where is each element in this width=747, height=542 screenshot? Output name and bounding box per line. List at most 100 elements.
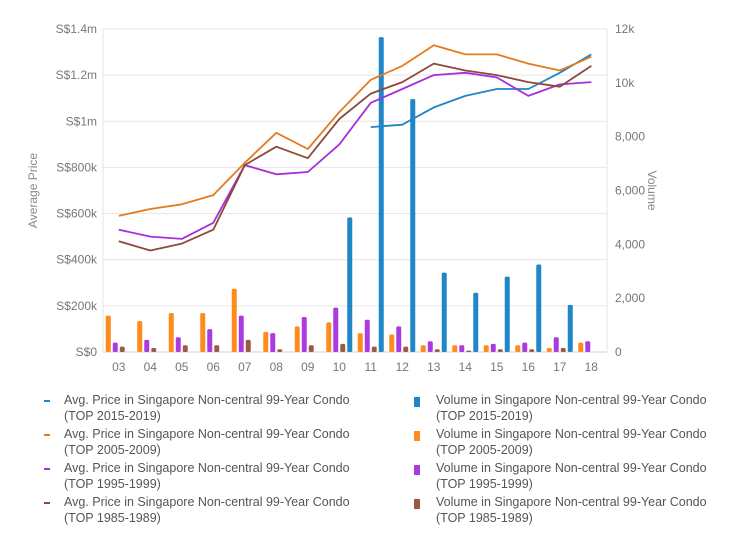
x-tick-label: 14 [459,360,473,374]
volume-bar [200,312,206,352]
volume-bar [515,345,521,352]
volume-bar [483,345,489,352]
legend-line-swatch [44,502,50,504]
volume-bar [536,264,542,352]
volume-bar [151,347,157,352]
volume-bar [459,345,465,352]
x-tick-label: 03 [112,360,126,374]
y-right-tick-label: 0 [615,345,622,359]
volume-bar [245,339,251,352]
volume-bar [294,326,300,352]
legend-item[interactable]: Volume in Singapore Non-central 99-Year … [410,392,740,424]
volume-bar [567,304,573,352]
volume-bar [473,292,479,352]
volume-bar [560,347,566,352]
legend-label: Avg. Price in Singapore Non-central 99-Y… [64,461,350,491]
volume-bar [371,346,377,352]
y-right-axis-title: Volume [645,170,659,210]
x-tick-label: 05 [175,360,189,374]
volume-bar [427,341,433,352]
y-left-tick-label: S$0 [76,345,98,359]
volume-bar [553,337,559,352]
volume-bar [357,333,363,352]
x-tick-label: 16 [522,360,536,374]
y-right-tick-label: 4,000 [615,237,645,251]
legend-label: Avg. Price in Singapore Non-central 99-Y… [64,427,350,457]
legend-item[interactable]: Avg. Price in Singapore Non-central 99-Y… [40,460,410,492]
volume-bar [270,333,276,352]
volume-bar [396,326,402,352]
legend-item[interactable]: Avg. Price in Singapore Non-central 99-Y… [40,392,410,424]
chart-legend: Avg. Price in Singapore Non-central 99-Y… [40,392,740,526]
legend-bar-swatch [414,431,420,441]
y-right-tick-label: 2,000 [615,291,645,305]
volume-bar [175,337,181,352]
volume-bar [112,342,118,352]
volume-bar [308,345,314,352]
volume-bar [326,322,332,352]
x-tick-label: 12 [396,360,410,374]
y-left-axis-title: Average Price [26,153,40,228]
legend-item[interactable]: Volume in Singapore Non-central 99-Year … [410,494,740,526]
volume-bar [277,349,283,352]
volume-bar [452,345,458,352]
volume-bar [137,321,143,352]
price-line [370,53,592,128]
legend-label: Volume in Singapore Non-central 99-Year … [436,461,707,491]
volume-bar [119,346,125,352]
y-right-tick-label: 8,000 [615,130,645,144]
x-tick-label: 09 [301,360,315,374]
legend-label: Avg. Price in Singapore Non-central 99-Y… [64,495,350,525]
volume-bar [504,276,510,352]
price-line [118,44,592,217]
x-tick-label: 08 [270,360,284,374]
legend-item[interactable]: Avg. Price in Singapore Non-central 99-Y… [40,494,410,526]
legend-item[interactable]: Volume in Singapore Non-central 99-Year … [410,460,740,492]
x-tick-label: 07 [238,360,252,374]
y-right-tick-label: 10k [615,76,635,90]
price-line [118,62,592,252]
volume-bar [434,349,440,352]
chart-canvas: S$0 S$200k S$400k S$600k S$800k S$1m S$1.2m S$1… [26,22,659,374]
volume-bar [546,347,552,352]
volume-bar [389,334,395,352]
legend-item[interactable]: Volume in Singapore Non-central 99-Year … [410,426,740,458]
legend-line-swatch [44,434,50,436]
volume-bar [529,349,535,352]
y-right-tick-label: 6,000 [615,184,645,198]
x-tick-label: 17 [553,360,567,374]
x-tick-label: 06 [207,360,221,374]
volume-bar [441,272,447,352]
y-left-tick-label: S$400k [56,253,98,267]
legend-line-swatch [44,400,50,402]
volume-bar [214,345,220,352]
legend-bar-swatch [414,397,420,407]
volume-bar [522,342,528,352]
volume-bar [301,317,307,352]
volume-bar [420,345,426,352]
volume-bar [410,98,416,352]
legend-line-swatch [44,468,50,470]
x-tick-label: 15 [490,360,504,374]
x-tick-label: 11 [365,360,378,374]
price-line [118,71,592,240]
volume-bar [231,288,237,352]
volume-bar [238,315,244,352]
legend-item[interactable]: Avg. Price in Singapore Non-central 99-Y… [40,426,410,458]
legend-bar-swatch [414,499,420,509]
legend-label: Volume in Singapore Non-central 99-Year … [436,393,707,423]
volume-bar [378,37,384,352]
volume-bar [497,349,503,352]
volume-bar [168,312,174,352]
x-tick-label: 10 [333,360,347,374]
volume-bar [466,350,472,352]
volume-bar [263,331,269,352]
volume-bar [364,319,370,352]
volume-bar [585,341,591,352]
x-tick-label: 18 [585,360,599,374]
legend-bar-swatch [414,465,420,475]
volume-bar [333,307,339,352]
volume-bar [207,329,213,352]
volume-bar [182,345,188,352]
